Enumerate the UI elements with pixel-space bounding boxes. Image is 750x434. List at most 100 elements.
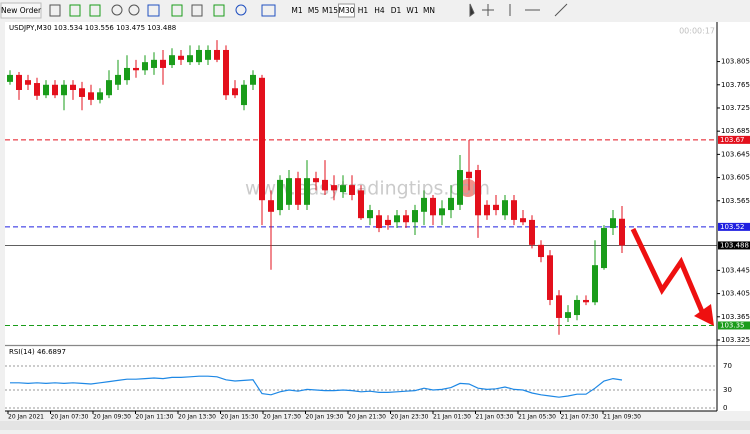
candle-body [52,84,58,96]
x-tick-label: 20 Jan 2021 [8,414,44,421]
x-tick-label: 20 Jan 07:30 [51,414,89,421]
candle-body [286,178,292,205]
price-level-label: 103.67 [720,136,745,144]
candle-body [439,208,445,216]
icon[interactable] [49,4,61,17]
candle-body [160,59,166,68]
candle-body [124,67,130,81]
icon[interactable] [128,4,140,16]
new-order-button[interactable] [0,2,42,19]
icon[interactable] [69,4,81,17]
candle-body [556,295,562,318]
rsi-panel [5,347,717,411]
candle-body [88,92,94,100]
candle-body [97,92,103,100]
trend-arrowhead [694,304,714,326]
trend-arrow [630,227,706,315]
icon[interactable] [147,4,160,17]
timeframe-bar: M1 M5 M15 M30 H1 H4 D1 W1 MN [291,3,435,18]
x-tick-label: 20 Jan 09:30 [93,414,131,421]
rsi-line [10,375,623,398]
candle-body [484,204,490,216]
plot: 103.805 103.765 103.725 103.685 103.645 103.6… [5,40,750,421]
timeframe-button[interactable]: MN [423,6,435,15]
y-tick-label: 103.565 [721,197,750,205]
x-tick-label: 21 Jan 09:30 [603,414,641,421]
candle-body [403,215,409,223]
new-order-label: New Order [1,6,42,15]
candle-body [547,255,553,300]
icon[interactable] [235,4,247,16]
icon[interactable] [482,4,494,16]
x-tick-label: 21 Jan 05:30 [518,414,556,421]
candle-body [601,228,607,269]
timeframe-button[interactable]: W1 [406,6,418,15]
icon[interactable] [191,4,203,17]
icon[interactable] [171,4,183,17]
x-tick-label: 21 Jan 01:30 [433,414,471,421]
candle-body [241,84,247,106]
candle-body [385,219,391,226]
icon[interactable] [111,4,123,16]
candle-body [259,77,265,201]
candle-body [592,265,598,303]
timeframe-button[interactable]: M5 [308,6,319,15]
timeframe-button[interactable]: M15 [322,6,338,15]
candle-body [358,190,364,219]
candle-body [196,49,202,63]
candle-body [394,215,400,223]
candle-body [367,210,373,219]
x-tick-label: 20 Jan 23:30 [391,414,429,421]
candle-body [493,204,499,211]
candle-body [583,299,589,303]
candle-body [115,74,121,85]
candle-body [277,179,283,211]
candle-body [133,67,139,71]
candle-body [520,218,526,223]
candle-body [448,197,454,211]
candle-body [34,83,40,96]
icon[interactable] [261,4,276,17]
candle-body [421,197,427,212]
y-tick-label: 103.765 [721,81,750,89]
candle-body [151,59,157,68]
candle-body [304,178,310,205]
price-axis [717,22,750,411]
watermark-logo [459,179,477,197]
y-tick-label: 103.325 [721,336,750,344]
icon[interactable] [509,3,568,17]
timeframe-button[interactable]: H4 [374,6,385,15]
candle-body [574,299,580,316]
y-tick-label: 103.365 [721,313,750,321]
candle-body [340,185,346,193]
candle-body [214,49,220,60]
candle-body [349,185,355,195]
candle-body [331,185,337,191]
timeframe-button[interactable]: M30 [338,6,354,15]
candle-body [223,49,229,96]
y-tick-label: 103.685 [721,127,750,135]
icon[interactable] [213,4,225,17]
candle-body [187,55,193,63]
main-chart [5,22,717,344]
y-tick-label: 103.725 [721,104,750,112]
timeframe-button[interactable]: D1 [391,6,402,15]
icon[interactable] [469,3,475,17]
candle-body [475,170,481,216]
x-tick-label: 21 Jan 03:30 [476,414,514,421]
timer: 00:00:17 [679,27,715,36]
toolbar [0,0,750,22]
candle-body [322,179,328,191]
price-level-box [718,321,750,330]
timeframe-button[interactable]: M1 [291,6,302,15]
candle-body [142,62,148,71]
y-tick-label: 103.405 [721,290,750,298]
rsi-tick-label: 30 [723,386,732,394]
candle-body [502,200,508,216]
x-tick-label: 20 Jan 17:30 [263,414,301,421]
timeframe-button[interactable]: H1 [358,6,369,15]
icon[interactable] [89,4,101,17]
candle-body [619,218,625,246]
